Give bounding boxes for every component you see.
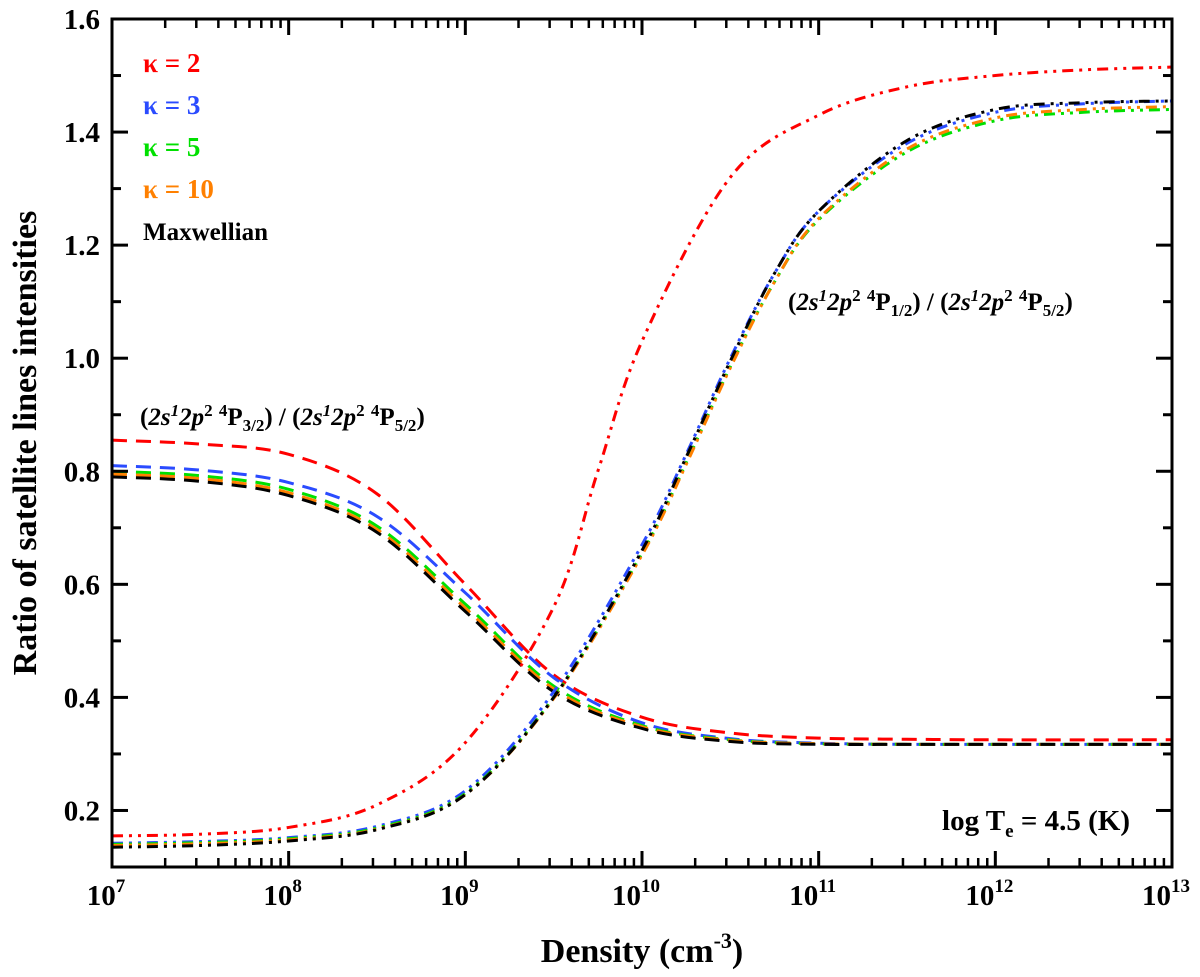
x-tick-base: 10 — [440, 880, 469, 912]
series-line-1 — [111, 464, 1172, 746]
temperature-post: = 4.5 (K) — [1014, 805, 1130, 837]
axis-ticks: 107 108 109 1010 1011 1012 10130.20.40.60.81.0… — [64, 4, 1190, 912]
annotation-part: P — [227, 404, 242, 431]
x-tick-exp: 7 — [116, 876, 126, 897]
series-line-3 — [111, 472, 1172, 746]
annotation-part: 2 — [204, 401, 213, 420]
annotation-part: 2 — [356, 401, 365, 420]
x-tick-base: 10 — [612, 880, 641, 912]
x-tick-exp: 9 — [469, 876, 479, 897]
annotation-part: 2p — [978, 289, 1004, 316]
annotation-part: 4 — [867, 286, 876, 305]
x-tick-exp: 13 — [1171, 876, 1190, 897]
annotation-part: 2s — [947, 289, 970, 316]
annotation-part: ( — [788, 289, 796, 316]
annotation-part: ) / ( — [912, 289, 948, 316]
annotation-part: ) — [416, 404, 424, 431]
x-tick-label: 1010 — [612, 876, 660, 912]
x-tick-label: 108 — [263, 876, 302, 912]
y-tick-label: 0.4 — [64, 682, 100, 714]
series-line-7 — [111, 107, 1173, 846]
series-line-4 — [111, 475, 1172, 747]
legend-entry: κ = 5 — [143, 132, 200, 162]
annotation-part: 2s — [147, 404, 170, 431]
curves — [111, 65, 1173, 849]
annotation-part: 3/2 — [243, 416, 265, 435]
y-tick-label: 1.0 — [64, 343, 100, 375]
series-line-6 — [111, 99, 1173, 845]
x-axis-label-sup: -3 — [714, 928, 732, 953]
x-axis-label-end: ) — [732, 933, 743, 970]
annotation-temperature: log Te = 4.5 (K) — [942, 805, 1130, 842]
annotation-part: 2s — [299, 404, 322, 431]
y-tick-label: 0.2 — [64, 795, 100, 827]
y-axis-label: Ratio of satellite lines intensities — [7, 211, 44, 676]
temperature-pre: log T — [942, 805, 1005, 837]
legend-entry: κ = 2 — [143, 48, 200, 78]
y-tick-label: 1.4 — [64, 117, 100, 149]
annotation-part: 2p — [826, 289, 852, 316]
x-tick-label: 107 — [87, 876, 126, 912]
annotation-part: 5/2 — [1043, 301, 1065, 320]
annotation-part: 2 — [852, 286, 861, 305]
x-tick-label: 1013 — [1142, 876, 1190, 912]
annotation-part: 4 — [219, 401, 228, 420]
annotation-part: 2p — [330, 404, 356, 431]
x-tick-label: 1012 — [965, 876, 1013, 912]
annotation-part: 5/2 — [395, 416, 417, 435]
x-axis-label: Density (cm-3) — [541, 928, 743, 970]
x-tick-exp: 8 — [292, 876, 302, 897]
annotation-part: 4 — [371, 401, 380, 420]
annotation-part: P — [379, 404, 394, 431]
x-tick-base: 10 — [263, 880, 292, 912]
annotation-part: 4 — [1019, 286, 1028, 305]
legend: κ = 2 κ = 3 κ = 5 κ = 10 Maxwellian — [143, 48, 268, 246]
annotation-part: ) / ( — [264, 404, 300, 431]
y-tick-label: 1.2 — [64, 230, 100, 262]
x-tick-base: 10 — [965, 880, 994, 912]
series-line-0 — [111, 438, 1173, 742]
x-tick-label: 1011 — [789, 876, 836, 912]
y-tick-label: 0.8 — [64, 456, 100, 488]
annotation-part: ) — [1064, 289, 1072, 316]
annotation-part: 1 — [323, 401, 332, 420]
annotation-part: P — [1027, 289, 1042, 316]
temperature-sub: e — [1005, 821, 1013, 842]
legend-entry: Maxwellian — [143, 219, 268, 246]
annotation-part: 1 — [819, 286, 828, 305]
x-tick-label: 109 — [440, 876, 479, 912]
x-tick-base: 10 — [87, 880, 116, 912]
annotation-part: 2s — [795, 289, 818, 316]
series-line-8 — [111, 105, 1173, 848]
x-tick-exp: 10 — [641, 876, 660, 897]
plot-frame — [110, 17, 1174, 869]
x-tick-base: 10 — [789, 880, 818, 912]
annotation-part: ( — [140, 404, 148, 431]
annotation-part: 2p — [178, 404, 204, 431]
x-tick-exp: 11 — [818, 876, 836, 897]
series-line-9 — [111, 99, 1173, 849]
annotation-ratio-p12-p52: (2s12p2 4P1/2) / (2s12p2 4P5/2) — [788, 286, 1073, 320]
annotation-part: 2 — [1004, 286, 1013, 305]
annotation-ratio-p32-p52: (2s12p2 4P3/2) / (2s12p2 4P5/2) — [140, 401, 425, 435]
series-line-2 — [111, 469, 1172, 746]
y-tick-label: 1.6 — [64, 4, 100, 36]
annotation-part: 1 — [171, 401, 180, 420]
x-tick-exp: 12 — [994, 876, 1013, 897]
x-tick-base: 10 — [1142, 880, 1171, 912]
y-tick-label: 0.6 — [64, 569, 100, 601]
legend-entry: κ = 3 — [143, 90, 200, 120]
legend-entry: κ = 10 — [143, 174, 214, 204]
x-axis-label-text: Density (cm — [541, 933, 714, 970]
annotation-part: 1/2 — [891, 301, 913, 320]
annotation-part: 1 — [971, 286, 980, 305]
series-line-5 — [111, 65, 1173, 838]
annotation-part: P — [875, 289, 890, 316]
